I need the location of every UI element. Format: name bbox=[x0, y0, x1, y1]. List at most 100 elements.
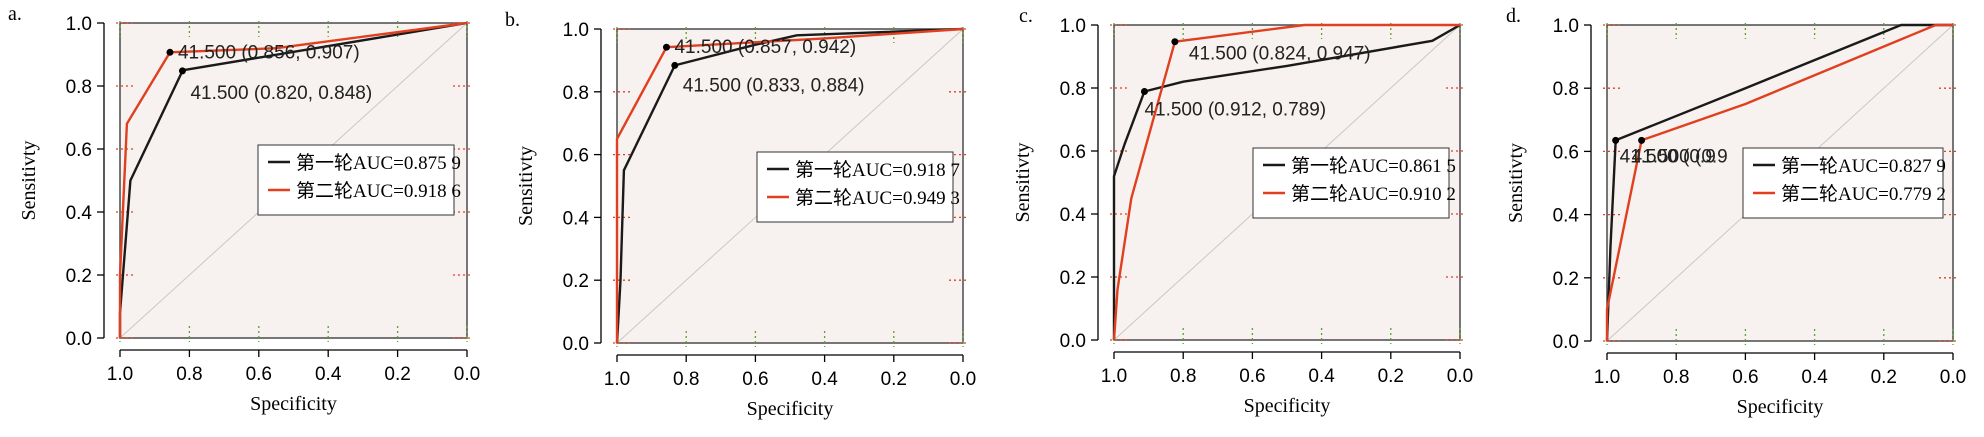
y-tick-label: 1.0 bbox=[563, 20, 589, 41]
legend-entry-1: 第一轮AUC=0.875 9 bbox=[296, 152, 461, 174]
roc-panel-c: 1.0 0.8 0.6 0.4 0.2 0.0 0.0 0.2 0.4 0.6 0.8 1.0 Spec… bbox=[1012, 5, 1473, 417]
x-tick-label: 0.0 bbox=[1447, 366, 1473, 387]
x-tick-label: 0.6 bbox=[246, 364, 272, 385]
y-tick-label: 0.4 bbox=[1553, 206, 1580, 227]
series-line-2 bbox=[1605, 23, 1953, 341]
y-axis-title: Sensitivty bbox=[18, 140, 40, 220]
x-tick-label: 0.6 bbox=[1239, 366, 1265, 387]
legend-box bbox=[1742, 147, 1944, 219]
y-tick-label: 0.2 bbox=[1060, 268, 1086, 289]
y-tick-label: 0.8 bbox=[66, 77, 92, 98]
x-tick-label: 0.6 bbox=[742, 369, 768, 390]
y-tick-label: 0.0 bbox=[66, 329, 92, 350]
legend: 第一轮AUC=0.918 7 第二轮AUC=0.949 3 bbox=[756, 151, 960, 223]
y-tick-label: 0.6 bbox=[563, 146, 589, 167]
threshold-annotation-2: 41.500 (0.912, 0.789) bbox=[1144, 99, 1326, 120]
x-tick-label: 0.4 bbox=[1801, 367, 1828, 388]
legend-entry-1: 第一轮AUC=0.918 7 bbox=[795, 159, 960, 181]
threshold-point-1 bbox=[662, 43, 670, 51]
x-tick-label: 0.6 bbox=[1732, 367, 1758, 388]
y-axis-title: Sensitivty bbox=[1505, 143, 1527, 223]
x-tick-label: 1.0 bbox=[1594, 367, 1620, 388]
x-tick-label: 0.8 bbox=[673, 369, 699, 390]
threshold-annotation-2: 41.500 (0.820, 0.848) bbox=[190, 83, 372, 104]
threshold-annotation-1: 41.500 (0.857, 0.942) bbox=[674, 37, 856, 58]
x-axis-title: Specificity bbox=[747, 398, 834, 420]
x-tick-label: 0.0 bbox=[454, 364, 480, 385]
x-axis-title: Specificity bbox=[1737, 396, 1824, 418]
x-tick-label: 0.8 bbox=[1663, 367, 1689, 388]
threshold-annotation-1: 41.500 (0.9 bbox=[1620, 146, 1716, 167]
x-axis-title: Specificity bbox=[250, 393, 337, 415]
roc-panel-b: 1.0 0.8 0.6 0.4 0.2 0.0 0.0 0.2 0.4 0.6 0.8 1.0 Spec… bbox=[505, 9, 976, 420]
legend: 第一轮AUC=0.827 9 第二轮AUC=0.779 2 bbox=[1742, 147, 1946, 219]
legend-box bbox=[756, 151, 954, 223]
x-tick-label: 0.8 bbox=[176, 364, 202, 385]
threshold-point-1 bbox=[1171, 38, 1179, 46]
y-axis-title: Sensitivty bbox=[515, 146, 537, 226]
roc-panel-d: 1.0 0.8 0.6 0.4 0.2 0.0 0.0 0.2 0.4 0.6 0.8 1.0 Spec… bbox=[1505, 5, 1966, 418]
threshold-point-1 bbox=[1612, 136, 1620, 144]
x-tick-label: 0.2 bbox=[384, 364, 410, 385]
legend-box bbox=[257, 144, 455, 216]
y-tick-label: 0.2 bbox=[66, 266, 92, 287]
threshold-point-2 bbox=[178, 67, 186, 75]
y-tick-label: 0.8 bbox=[1553, 79, 1579, 100]
threshold-point-2 bbox=[671, 61, 679, 69]
y-tick-label: 0.4 bbox=[563, 208, 590, 229]
series-line-2 bbox=[1112, 23, 1460, 341]
y-tick-label: 0.0 bbox=[1060, 331, 1086, 352]
panel-label: b. bbox=[505, 9, 520, 31]
legend-entry-2: 第二轮AUC=0.910 2 bbox=[1291, 183, 1456, 205]
y-tick-label: 0.8 bbox=[563, 83, 589, 104]
panel-label: c. bbox=[1019, 5, 1033, 27]
x-tick-label: 0.8 bbox=[1170, 366, 1196, 387]
x-axis-title: Specificity bbox=[1244, 395, 1331, 417]
threshold-annotation-2: 41.500 (0.9 bbox=[1632, 146, 1728, 167]
legend: 第一轮AUC=0.875 9 第二轮AUC=0.918 6 bbox=[257, 144, 461, 216]
x-tick-label: 1.0 bbox=[107, 364, 133, 385]
legend-entry-2: 第二轮AUC=0.779 2 bbox=[1781, 183, 1946, 205]
legend-entry-1: 第一轮AUC=0.827 9 bbox=[1781, 155, 1946, 177]
x-tick-label: 0.4 bbox=[315, 364, 342, 385]
legend-entry-2: 第二轮AUC=0.949 3 bbox=[795, 187, 960, 209]
y-tick-label: 0.8 bbox=[1060, 79, 1086, 100]
series-line-1 bbox=[1112, 23, 1461, 340]
legend-box bbox=[1252, 147, 1450, 219]
y-tick-label: 1.0 bbox=[66, 14, 92, 35]
y-tick-label: 0.4 bbox=[66, 203, 93, 224]
threshold-annotation-1: 41.500 (0.856, 0.907) bbox=[178, 42, 360, 63]
y-axis-title: Sensitivty bbox=[1012, 142, 1034, 222]
x-tick-label: 0.2 bbox=[881, 369, 907, 390]
y-tick-label: 0.2 bbox=[1553, 269, 1579, 290]
threshold-point-1 bbox=[166, 48, 174, 56]
legend-entry-1: 第一轮AUC=0.861 5 bbox=[1291, 155, 1456, 177]
threshold-point-2 bbox=[1140, 87, 1148, 95]
series-line-2 bbox=[118, 21, 468, 338]
x-tick-label: 0.0 bbox=[950, 369, 976, 390]
legend-entry-2: 第二轮AUC=0.918 6 bbox=[296, 180, 461, 202]
series-line-1 bbox=[1605, 23, 1953, 342]
x-tick-label: 0.0 bbox=[1940, 367, 1966, 388]
y-tick-label: 0.6 bbox=[1553, 142, 1579, 163]
x-tick-label: 1.0 bbox=[604, 369, 630, 390]
legend: 第一轮AUC=0.861 5 第二轮AUC=0.910 2 bbox=[1252, 147, 1456, 219]
roc-panel-a: 1.0 0.8 0.6 0.4 0.2 0.0 0.0 0.2 0.4 0.6 0.8 1.0 Spec… bbox=[8, 3, 480, 415]
threshold-annotation-1: 41.500 (0.824, 0.947) bbox=[1189, 44, 1371, 65]
threshold-point-2 bbox=[1638, 136, 1646, 144]
x-tick-label: 1.0 bbox=[1101, 366, 1127, 387]
y-tick-label: 0.6 bbox=[66, 140, 92, 161]
y-tick-label: 0.6 bbox=[1060, 142, 1086, 163]
y-tick-label: 0.4 bbox=[1060, 205, 1087, 226]
y-tick-label: 0.0 bbox=[563, 334, 589, 355]
x-tick-label: 0.2 bbox=[1378, 366, 1404, 387]
panel-label: a. bbox=[8, 3, 22, 25]
x-tick-label: 0.4 bbox=[1308, 366, 1335, 387]
y-tick-label: 0.2 bbox=[563, 271, 589, 292]
x-tick-label: 0.4 bbox=[811, 369, 838, 390]
y-tick-label: 1.0 bbox=[1060, 16, 1086, 37]
y-tick-label: 0.0 bbox=[1553, 332, 1579, 353]
panel-label: d. bbox=[1506, 5, 1521, 27]
threshold-annotation-2: 41.500 (0.833, 0.884) bbox=[683, 75, 865, 96]
